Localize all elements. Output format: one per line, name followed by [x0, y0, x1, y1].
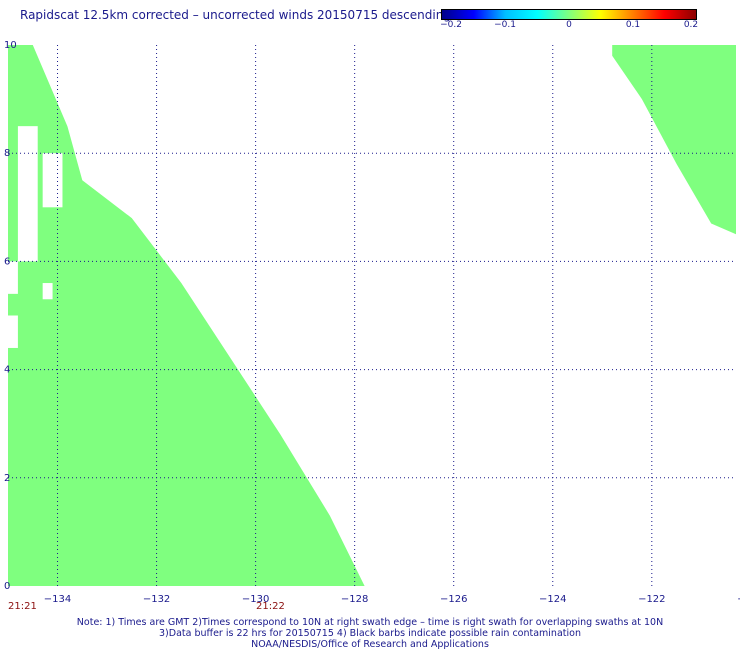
y-tick-label: 0 — [4, 581, 10, 592]
swath-gap — [17, 126, 38, 262]
swath-region — [612, 45, 736, 235]
y-tick-label: 2 — [4, 473, 10, 484]
y-tick-label: 4 — [4, 365, 10, 376]
swath-gap — [8, 261, 18, 294]
x-tick-label: −126 — [440, 594, 467, 605]
note-line-3: NOAA/NESDIS/Office of Research and Appli… — [251, 639, 489, 650]
x-tick-label: −122 — [638, 594, 665, 605]
colorbar-label: −0.1 — [494, 20, 516, 30]
x-tick-label: −124 — [539, 594, 566, 605]
x-tick-label: −130 — [242, 594, 269, 605]
colorbar — [441, 9, 697, 20]
swath-gap — [42, 153, 63, 208]
colorbar-label: 0 — [566, 20, 572, 30]
chart-title: Rapidscat 12.5km corrected – uncorrected… — [20, 8, 451, 22]
swath-region — [8, 45, 365, 586]
x-tick-label: −120 — [737, 594, 740, 605]
colorbar-label: 0.2 — [683, 20, 699, 30]
colorbar-label: −0.2 — [440, 20, 462, 30]
time-label: 21:21 — [8, 601, 37, 612]
y-tick-label: 6 — [4, 256, 10, 267]
y-tick-label: 8 — [4, 148, 10, 159]
x-tick-label: −134 — [44, 594, 71, 605]
x-tick-label: −128 — [341, 594, 368, 605]
colorbar-label: 0.1 — [625, 20, 641, 30]
y-tick-label: 10 — [4, 40, 17, 51]
x-tick-label: −132 — [143, 594, 170, 605]
swath-gap — [42, 283, 53, 300]
time-label: 21:22 — [256, 601, 285, 612]
note-line-2: 3)Data buffer is 22 hrs for 20150715 4) … — [159, 628, 581, 639]
swath-gap — [8, 315, 18, 348]
note-line-1: Note: 1) Times are GMT 2)Times correspon… — [76, 617, 664, 628]
footnotes: Note: 1) Times are GMT 2)Times correspon… — [0, 617, 740, 650]
